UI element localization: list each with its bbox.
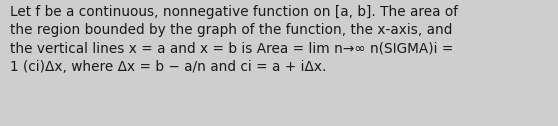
Text: Let f be a continuous, nonnegative function on [a, b]. The area of
the region bo: Let f be a continuous, nonnegative funct…: [10, 5, 458, 74]
